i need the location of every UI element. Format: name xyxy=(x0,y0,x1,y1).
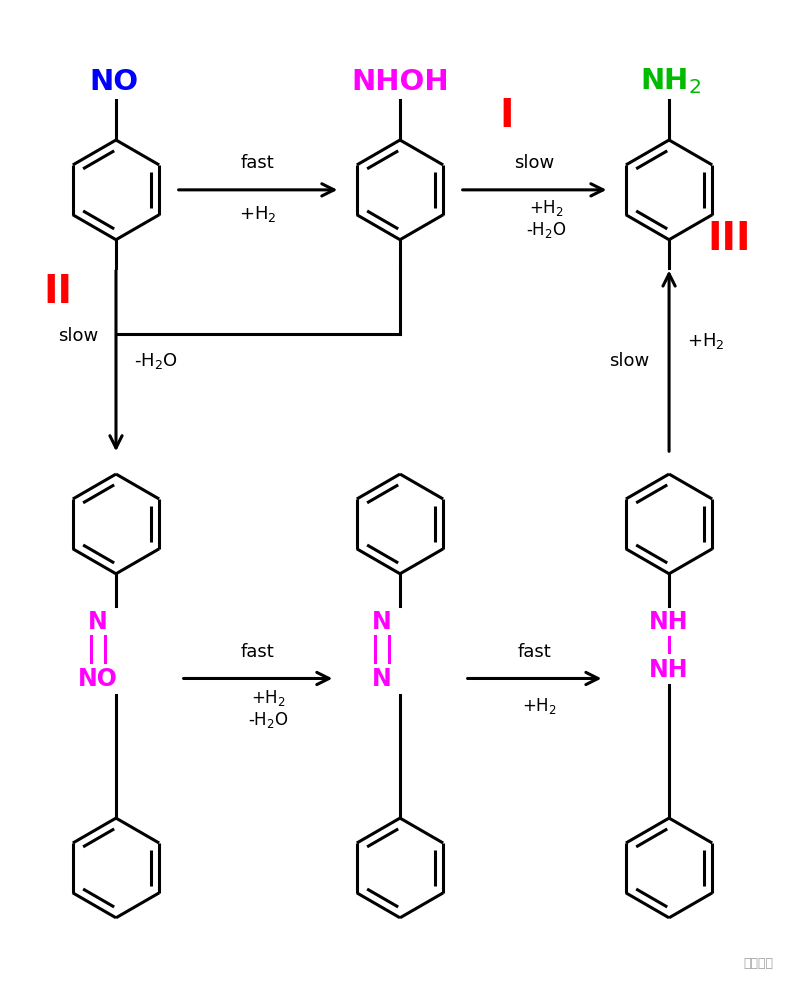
Text: NO: NO xyxy=(90,68,138,96)
Text: fast: fast xyxy=(241,643,275,661)
Text: slow: slow xyxy=(609,352,649,370)
Text: +H$_2$: +H$_2$ xyxy=(687,331,725,351)
Text: fast: fast xyxy=(241,154,275,172)
Text: +H$_2$: +H$_2$ xyxy=(522,696,557,716)
Text: NHOH: NHOH xyxy=(351,68,449,96)
Text: N: N xyxy=(88,609,108,634)
Text: NH: NH xyxy=(650,658,689,681)
Text: slow: slow xyxy=(514,154,554,172)
Text: fast: fast xyxy=(518,643,551,661)
Text: NH: NH xyxy=(650,609,689,634)
Text: 迅凯催化: 迅凯催化 xyxy=(744,956,774,969)
Text: III: III xyxy=(707,220,750,258)
Text: NO: NO xyxy=(78,668,118,691)
Text: +H$_2$: +H$_2$ xyxy=(529,198,564,218)
Text: +H$_2$: +H$_2$ xyxy=(239,204,277,224)
Text: II: II xyxy=(44,273,73,311)
Text: -H$_2$O: -H$_2$O xyxy=(248,710,288,731)
Text: +H$_2$: +H$_2$ xyxy=(250,688,286,708)
Text: slow: slow xyxy=(58,327,98,345)
Text: -H$_2$O: -H$_2$O xyxy=(134,351,178,371)
Text: -H$_2$O: -H$_2$O xyxy=(526,220,567,239)
Text: N: N xyxy=(372,668,392,691)
Text: N: N xyxy=(372,609,392,634)
Text: I: I xyxy=(499,97,514,135)
Text: NH$_2$: NH$_2$ xyxy=(641,66,702,96)
